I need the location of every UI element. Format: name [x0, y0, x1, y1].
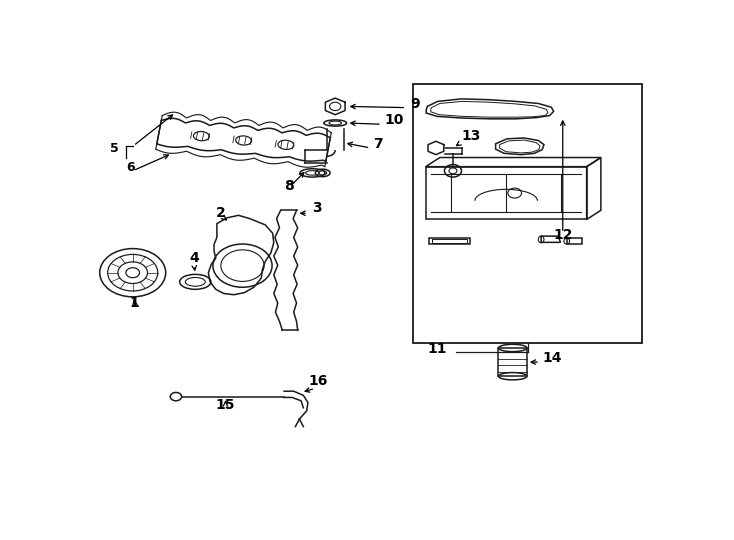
Text: 16: 16 [308, 374, 328, 388]
Text: 5: 5 [110, 142, 119, 155]
Polygon shape [325, 98, 345, 114]
Polygon shape [428, 141, 444, 154]
Text: 3: 3 [312, 201, 321, 215]
Bar [498, 348, 527, 376]
Text: 14: 14 [542, 351, 562, 365]
Text: 6: 6 [126, 161, 134, 174]
Text: 1: 1 [129, 296, 139, 310]
Text: 12: 12 [553, 228, 573, 242]
Text: 2: 2 [216, 206, 225, 220]
Text: 4: 4 [189, 251, 200, 265]
Text: 10: 10 [385, 113, 404, 127]
Text: 11: 11 [428, 341, 447, 355]
Bar [413, 84, 642, 343]
Bar [426, 167, 586, 219]
Text: 13: 13 [462, 129, 481, 143]
Text: 15: 15 [216, 398, 235, 412]
Text: 9: 9 [410, 97, 420, 111]
Text: 7: 7 [374, 137, 383, 151]
Text: 8: 8 [284, 179, 294, 193]
